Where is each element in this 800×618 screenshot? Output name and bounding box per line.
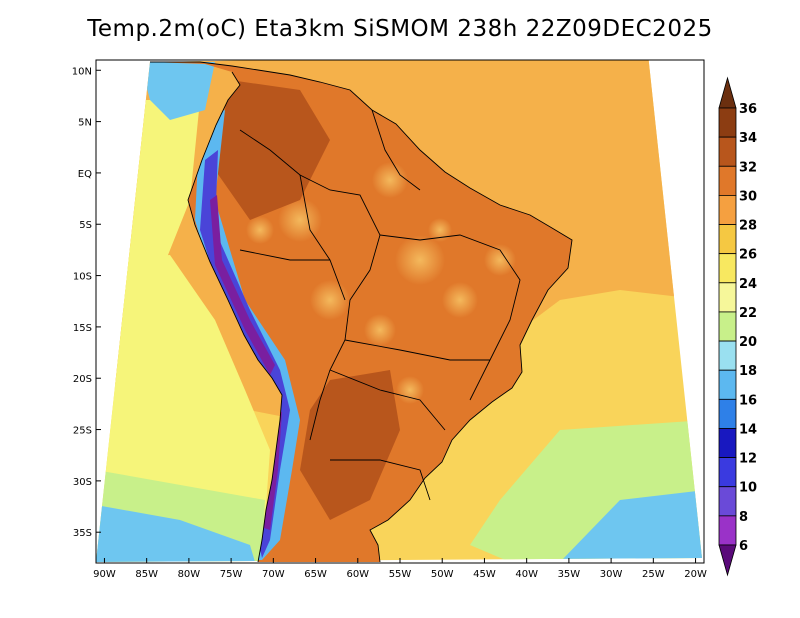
colorbar-bottom-arrow: [718, 544, 737, 577]
warm-spot: [310, 280, 350, 320]
x-tick-label: 40W: [515, 569, 538, 580]
colorbar-band: [718, 253, 737, 284]
colorbar-label: 8: [739, 510, 748, 525]
colorbar-label: 12: [739, 452, 757, 467]
colorbar-label: 36: [739, 102, 757, 117]
x-tick-label: 60W: [346, 569, 369, 580]
warm-spot: [442, 282, 478, 318]
colorbar-label: 14: [739, 422, 757, 437]
y-tick-label: 5N: [78, 118, 92, 129]
colorbar-label: 32: [739, 160, 757, 175]
warm-spot: [395, 235, 445, 285]
colorbar-label: 26: [739, 248, 757, 263]
y-tick-label: 35S: [73, 528, 92, 539]
colorbar-band: [718, 515, 737, 546]
colorbar-band: [718, 428, 737, 459]
y-tick-label: 10S: [73, 272, 92, 283]
warm-spot: [364, 314, 396, 346]
colorbar-band: [718, 457, 737, 488]
colorbar-label: 10: [739, 481, 757, 496]
y-tick-label: 30S: [73, 477, 92, 488]
x-tick-label: 85W: [135, 569, 158, 580]
x-tick-label: 45W: [473, 569, 496, 580]
colorbar-band: [718, 136, 737, 167]
y-tick-label: 25S: [73, 426, 92, 437]
warm-spot: [246, 216, 274, 244]
colorbar-band: [718, 486, 737, 517]
colorbar-band: [718, 224, 737, 255]
x-tick-label: 35W: [558, 569, 581, 580]
x-tick-label: 65W: [304, 569, 327, 580]
x-tick-label: 70W: [262, 569, 285, 580]
colorbar-band: [718, 107, 737, 138]
y-tick-label: EQ: [78, 169, 92, 180]
colorbar-band: [718, 340, 737, 371]
colorbar-label: 28: [739, 219, 757, 234]
colorbar-label: 18: [739, 364, 757, 379]
x-tick-label: 55W: [389, 569, 412, 580]
colorbar-label: 24: [739, 277, 757, 292]
colorbar-label: 20: [739, 335, 757, 350]
x-tick-label: 75W: [220, 569, 243, 580]
x-axis: 90W 85W 80W 75W 70W 65W 60W 55W 50W 45W 40W 35W 30W 2…: [93, 558, 707, 580]
country-borders: [150, 61, 573, 563]
warm-spot: [396, 376, 424, 404]
x-tick-label: 25W: [642, 569, 665, 580]
y-tick-label: 10N: [72, 66, 92, 77]
colorbar-band: [718, 282, 737, 313]
x-tick-label: 90W: [93, 569, 116, 580]
colorbar-label: 16: [739, 393, 757, 408]
colorbar-label: 34: [739, 131, 757, 146]
colorbar-band: [718, 398, 737, 429]
colorbar-label: 22: [739, 306, 757, 321]
y-tick-label: 5S: [79, 220, 92, 231]
colorbar-band: [718, 311, 737, 342]
colorbar-label: 6: [739, 539, 748, 554]
warm-spot: [484, 244, 516, 276]
map-title: Temp.2m(oC) Eta3km SiSMOM 238h 22Z09DEC2…: [87, 16, 713, 42]
x-tick-label: 20W: [684, 569, 707, 580]
colorbar-band: [718, 369, 737, 400]
x-tick-label: 50W: [431, 569, 454, 580]
y-tick-label: 15S: [73, 323, 92, 334]
colorbar-label: 30: [739, 189, 757, 204]
y-axis: 10N 5N EQ 5S 10S 15S 20S 25S 30S 35S: [72, 66, 101, 539]
y-tick-label: 20S: [73, 374, 92, 385]
colorbar-band: [718, 194, 737, 225]
colorbar-top-arrow: [718, 76, 737, 109]
x-tick-label: 30W: [600, 569, 623, 580]
colorbar-band: [718, 165, 737, 196]
x-tick-label: 80W: [178, 569, 201, 580]
colorbar: 36 34 32 30 28 26 24 22 20 18 16 14 12 10 8 6: [718, 76, 757, 577]
warm-spot: [428, 218, 452, 242]
warm-spot: [372, 162, 408, 198]
